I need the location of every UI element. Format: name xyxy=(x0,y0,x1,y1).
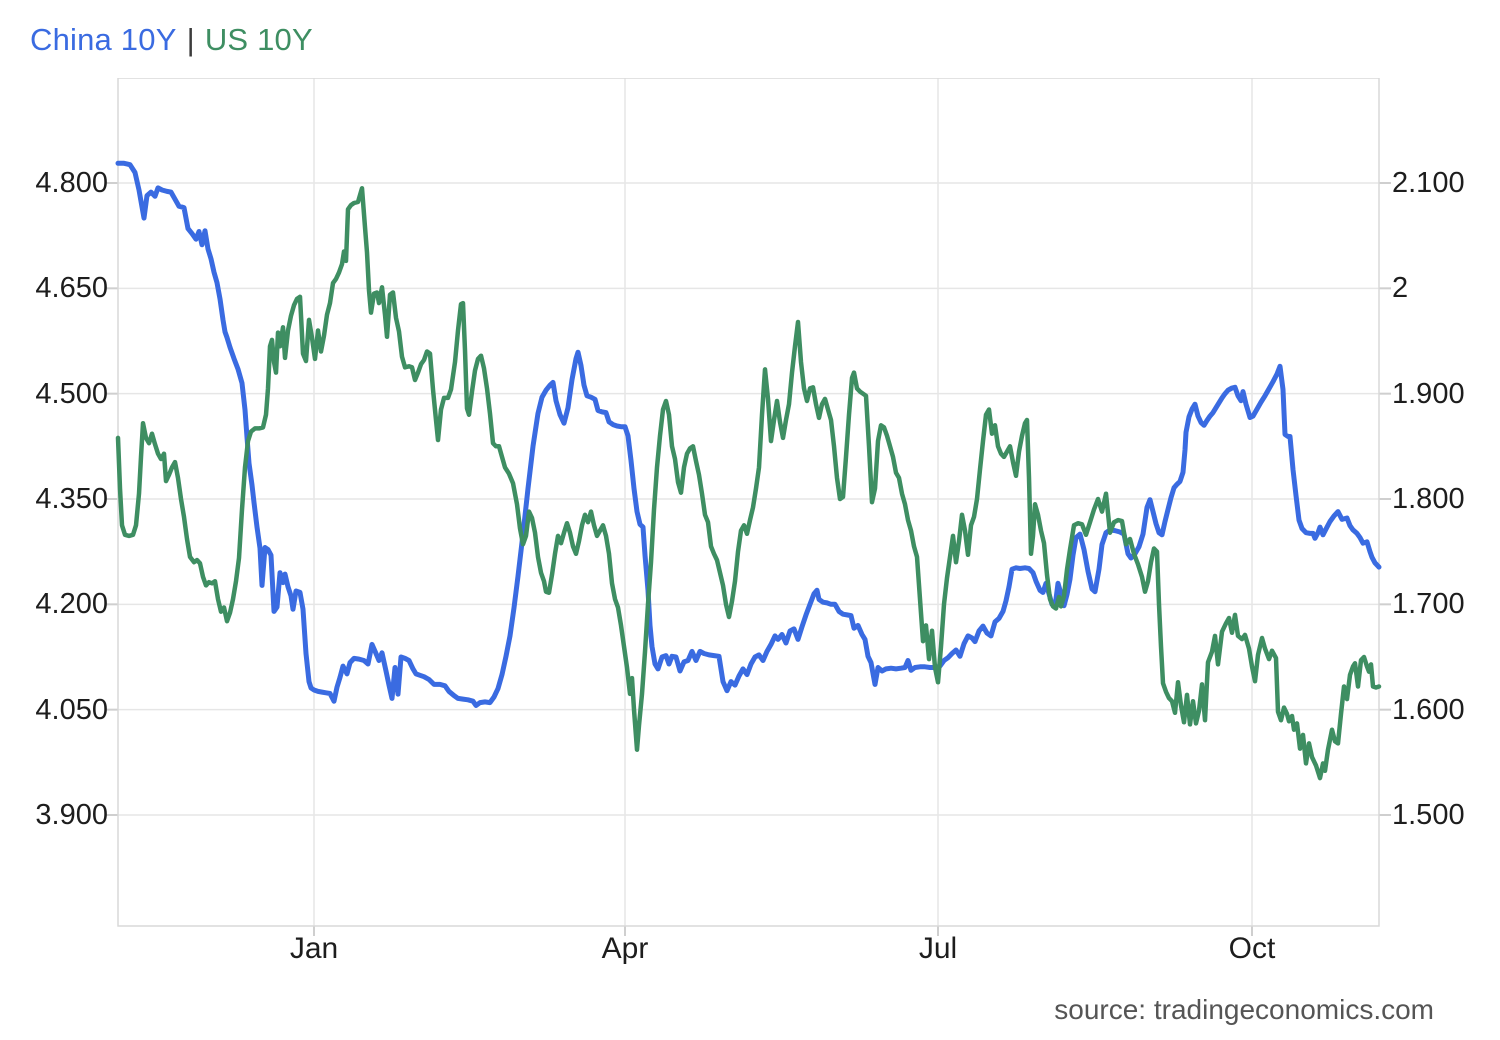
y-axis-label-right: 1.500 xyxy=(1392,799,1465,831)
us-10y-line xyxy=(115,186,1382,781)
x-axis-label-month: Jan xyxy=(289,932,339,965)
chart-legend: China 10Y | US 10Y xyxy=(30,22,313,58)
y-axis-label-left: 4.800 xyxy=(35,167,108,199)
y-axis-label-left: 3.900 xyxy=(35,799,108,831)
y-axis-label-right: 2.100 xyxy=(1392,167,1465,199)
x-axis-label-month: Jul xyxy=(918,932,958,965)
x-axis-label-month: Oct xyxy=(1228,932,1276,965)
y-axis-label-left: 4.650 xyxy=(35,272,108,305)
y-axis-label-right: 1.800 xyxy=(1392,483,1465,515)
plot-border xyxy=(117,78,1380,927)
y-axis-label-left: 4.350 xyxy=(35,483,108,515)
legend-item-us-10y[interactable]: US 10Y xyxy=(204,22,313,57)
y-axis-label-left: 4.050 xyxy=(35,693,108,726)
x-axis-label-month: Apr xyxy=(601,932,649,965)
y-axis-label-left: 4.500 xyxy=(35,377,108,410)
legend-separator: | xyxy=(186,22,195,57)
y-axis-label-left: 4.200 xyxy=(35,588,108,621)
y-axis-label-right: 2 xyxy=(1392,272,1409,305)
plot-area[interactable] xyxy=(104,78,1394,940)
y-axis-label-right: 1.900 xyxy=(1392,377,1465,410)
china-10y-line xyxy=(115,160,1382,708)
y-axis-label-right: 1.600 xyxy=(1392,693,1465,726)
y-axis-label-right: 1.700 xyxy=(1392,588,1465,621)
legend-item-china-10y[interactable]: China 10Y xyxy=(30,22,177,57)
source-attribution: source: tradingeconomics.com xyxy=(1054,994,1434,1025)
